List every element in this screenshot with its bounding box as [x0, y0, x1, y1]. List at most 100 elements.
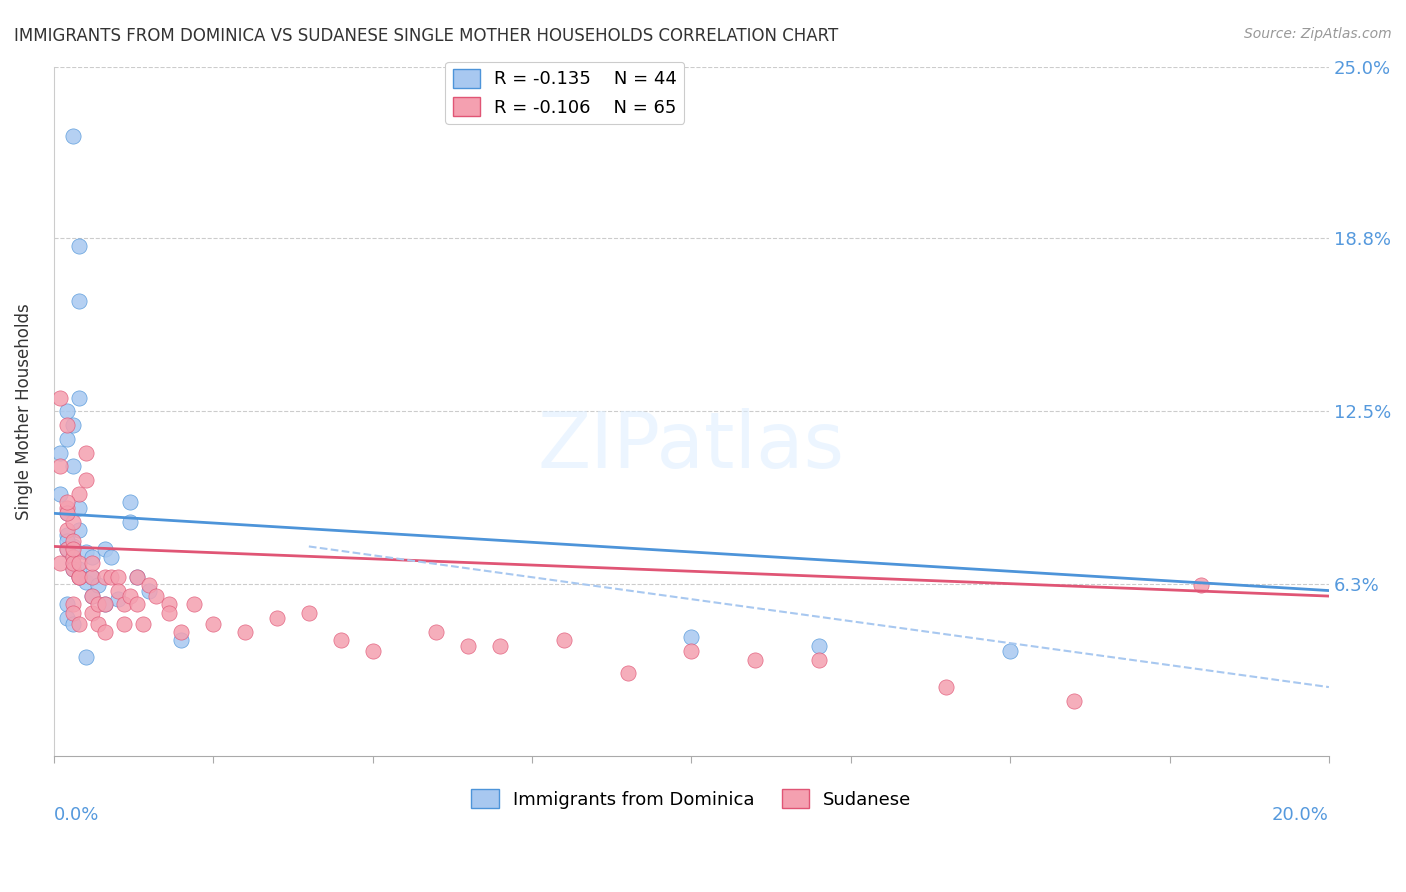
Point: [87, 578, 110, 592]
Point: [49, 391, 72, 405]
Point: [62, 540, 84, 554]
Point: [202, 616, 225, 631]
Point: [125, 570, 148, 584]
Point: [80, 570, 103, 584]
Text: 0.0%: 0.0%: [53, 805, 100, 823]
Point: [62, 128, 84, 143]
Point: [55, 523, 77, 537]
Point: [80, 589, 103, 603]
Point: [62, 616, 84, 631]
Point: [55, 404, 77, 418]
Point: [681, 644, 703, 658]
Point: [62, 542, 84, 557]
Point: [75, 575, 97, 590]
Point: [67, 391, 90, 405]
Point: [425, 624, 447, 639]
Point: [55, 495, 77, 509]
Point: [681, 631, 703, 645]
Point: [55, 611, 77, 625]
Point: [125, 598, 148, 612]
Point: [80, 550, 103, 565]
Point: [67, 570, 90, 584]
Point: [233, 624, 256, 639]
Point: [67, 570, 90, 584]
Point: [67, 500, 90, 515]
Point: [55, 507, 77, 521]
Point: [553, 633, 575, 648]
Point: [62, 459, 84, 474]
Point: [361, 644, 384, 658]
Text: ZIPatlas: ZIPatlas: [538, 408, 845, 483]
Point: [138, 578, 160, 592]
Point: [145, 589, 167, 603]
Point: [80, 556, 103, 570]
Point: [49, 556, 72, 570]
Text: IMMIGRANTS FROM DOMINICA VS SUDANESE SINGLE MOTHER HOUSEHOLDS CORRELATION CHART: IMMIGRANTS FROM DOMINICA VS SUDANESE SIN…: [14, 27, 838, 45]
Point: [120, 515, 142, 529]
Point: [807, 639, 830, 653]
Point: [107, 591, 129, 606]
Point: [183, 598, 205, 612]
Point: [67, 487, 90, 501]
Point: [329, 633, 352, 648]
Point: [120, 589, 142, 603]
Point: [62, 515, 84, 529]
Point: [67, 570, 90, 584]
Point: [49, 445, 72, 459]
Text: Source: ZipAtlas.com: Source: ZipAtlas.com: [1244, 27, 1392, 41]
Point: [138, 583, 160, 598]
Point: [94, 624, 117, 639]
Point: [1063, 694, 1085, 708]
Point: [80, 570, 103, 584]
Point: [998, 644, 1021, 658]
Point: [62, 598, 84, 612]
Point: [67, 293, 90, 308]
Point: [744, 652, 766, 666]
Point: [157, 598, 180, 612]
Point: [67, 523, 90, 537]
Point: [75, 545, 97, 559]
Point: [170, 624, 193, 639]
Point: [298, 606, 321, 620]
Point: [112, 616, 135, 631]
Point: [457, 639, 479, 653]
Point: [94, 598, 117, 612]
Point: [67, 616, 90, 631]
Point: [62, 606, 84, 620]
Point: [62, 418, 84, 433]
Point: [616, 666, 638, 681]
Point: [75, 473, 97, 487]
Point: [807, 652, 830, 666]
Point: [1189, 578, 1212, 592]
Legend: Immigrants from Dominica, Sudanese: Immigrants from Dominica, Sudanese: [464, 782, 918, 816]
Point: [120, 495, 142, 509]
Point: [55, 533, 77, 548]
Text: 20.0%: 20.0%: [1272, 805, 1329, 823]
Point: [55, 542, 77, 557]
Point: [67, 239, 90, 253]
Point: [67, 556, 90, 570]
Point: [87, 598, 110, 612]
Point: [55, 528, 77, 542]
Point: [157, 606, 180, 620]
Point: [107, 570, 129, 584]
Point: [55, 507, 77, 521]
Point: [55, 598, 77, 612]
Point: [170, 633, 193, 648]
Point: [62, 556, 84, 570]
Point: [935, 680, 957, 694]
Point: [87, 616, 110, 631]
Point: [112, 598, 135, 612]
Point: [94, 570, 117, 584]
Point: [62, 550, 84, 565]
Point: [80, 606, 103, 620]
Point: [100, 570, 122, 584]
Point: [55, 500, 77, 515]
Point: [125, 570, 148, 584]
Point: [107, 583, 129, 598]
Point: [62, 533, 84, 548]
Point: [80, 589, 103, 603]
Point: [62, 561, 84, 575]
Point: [49, 487, 72, 501]
Point: [94, 542, 117, 557]
